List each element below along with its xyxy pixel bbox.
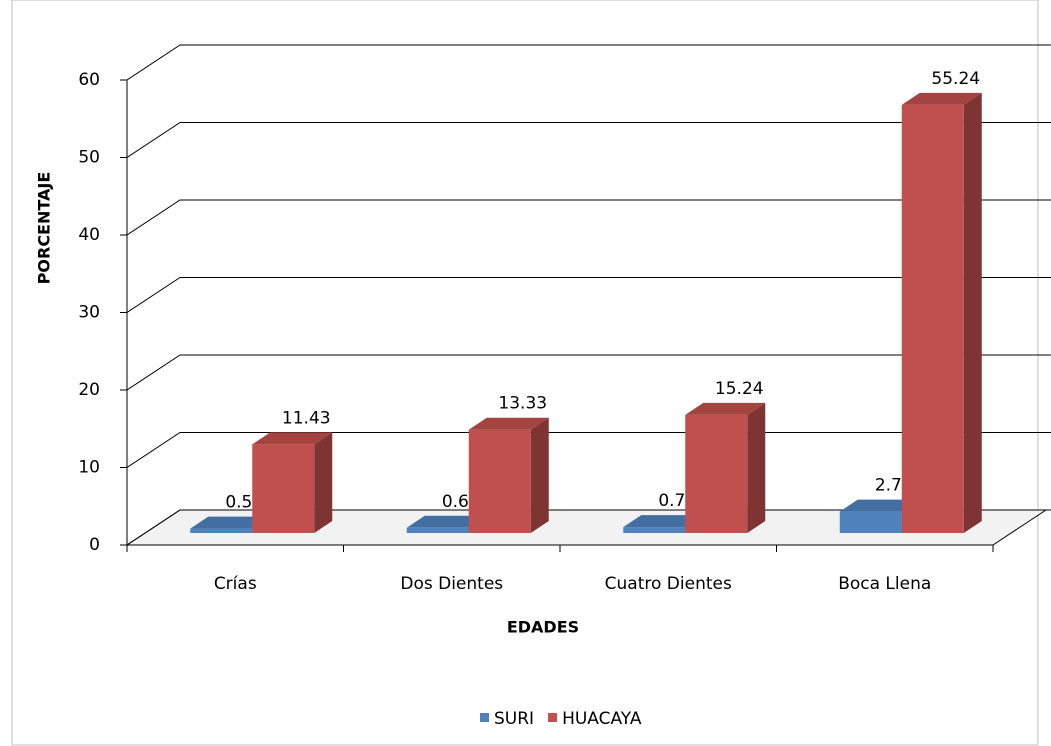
y-tick-label: 50: [78, 148, 100, 168]
value-label: 55.24: [931, 69, 980, 89]
value-label: 15.24: [715, 379, 764, 399]
value-label: 11.43: [282, 408, 331, 428]
y-tick-label: 40: [78, 225, 100, 245]
grid-line: [126, 432, 1051, 468]
x-tick-label: Crías: [214, 574, 257, 594]
bar: [901, 104, 964, 533]
bar: [623, 527, 686, 533]
bar-top: [468, 417, 549, 430]
x-axis-title: EDADES: [507, 618, 579, 637]
grid-line: [126, 199, 1051, 236]
value-label: 13.33: [498, 394, 547, 414]
legend-label: SURI: [494, 709, 534, 729]
x-tick-label: Dos Dientes: [400, 574, 503, 594]
bar: [685, 414, 748, 533]
y-tick-label: 30: [78, 303, 100, 323]
bar-top: [901, 92, 982, 105]
bar: [839, 511, 902, 533]
y-tick-label: 0: [89, 535, 100, 555]
bar: [406, 527, 469, 533]
x-tick-label: Cuatro Dientes: [605, 574, 732, 594]
bar: [468, 429, 531, 533]
bar: [252, 444, 315, 533]
bar-side: [530, 417, 549, 533]
bar-top: [190, 516, 271, 529]
bar-top: [839, 499, 920, 512]
bar-side: [747, 402, 766, 533]
bar-top: [252, 432, 333, 445]
bar-top: [406, 515, 487, 528]
grid-line: [126, 122, 1051, 158]
bar: [190, 528, 253, 533]
legend-swatch: [480, 713, 489, 722]
bar-top: [685, 402, 766, 415]
bar-top: [623, 515, 704, 528]
y-tick-label: 10: [78, 458, 100, 478]
grid-line: [126, 509, 1051, 546]
bar-side: [963, 92, 982, 533]
y-axis-title: PORCENTAJE: [35, 172, 54, 285]
legend-label: HUACAYA: [562, 709, 642, 729]
legend-swatch: [548, 713, 558, 722]
grid-line: [126, 44, 1051, 81]
grid-line: [126, 354, 1051, 391]
bar-side: [314, 432, 333, 533]
y-tick-label: 20: [78, 380, 100, 400]
y-tick-label: 60: [78, 70, 100, 90]
chart-border: [11, 0, 1039, 746]
x-tick-label: Boca Llena: [838, 574, 931, 594]
grid-line: [126, 277, 1051, 313]
